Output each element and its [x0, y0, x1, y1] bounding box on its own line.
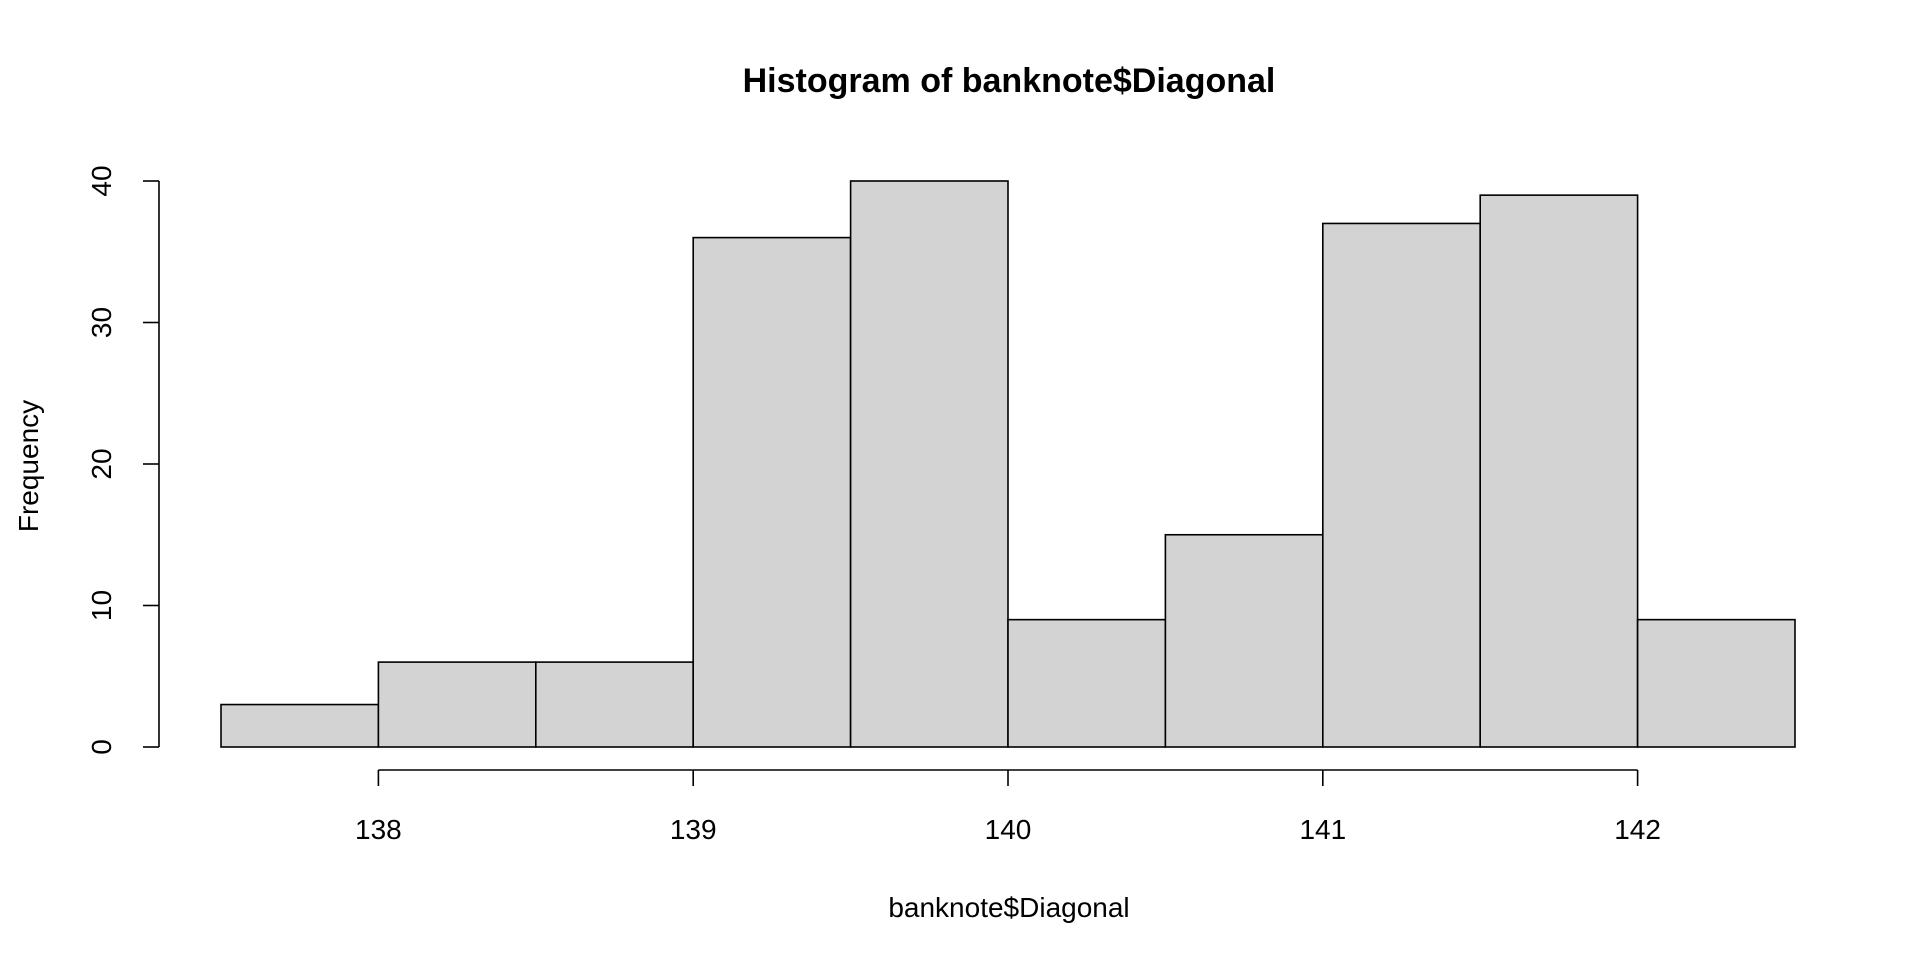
- y-tick-label: 0: [86, 739, 117, 755]
- chart-title: Histogram of banknote$Diagonal: [743, 62, 1276, 100]
- x-tick-label: 141: [1299, 814, 1346, 845]
- x-tick-label: 139: [670, 814, 717, 845]
- x-tick-label: 140: [985, 814, 1032, 845]
- x-axis-label: banknote$Diagonal: [888, 892, 1129, 923]
- histogram-bar: [534, 661, 694, 748]
- histogram-bar: [1322, 222, 1482, 748]
- x-axis: 138 139 140 141 142: [355, 769, 1661, 845]
- x-tick-label: 142: [1614, 814, 1661, 845]
- y-tick-label: 20: [86, 448, 117, 479]
- histogram-bar: [692, 236, 852, 748]
- y-tick-label: 30: [86, 307, 117, 338]
- histogram-bar: [1007, 618, 1167, 748]
- histogram-bar: [1479, 194, 1639, 748]
- histogram-bar: [1636, 618, 1796, 748]
- y-tick-label: 10: [86, 590, 117, 621]
- x-tick-label: 138: [355, 814, 402, 845]
- y-axis: 0 10 20 30 40: [86, 165, 160, 755]
- histogram-bar: [849, 180, 1009, 748]
- y-tick-label: 40: [86, 165, 117, 196]
- histogram-bar: [377, 661, 537, 748]
- histogram-bars: [220, 180, 1796, 748]
- histogram-bar: [220, 703, 380, 748]
- histogram-bar: [1164, 533, 1324, 748]
- y-axis-label: Frequency: [13, 400, 44, 532]
